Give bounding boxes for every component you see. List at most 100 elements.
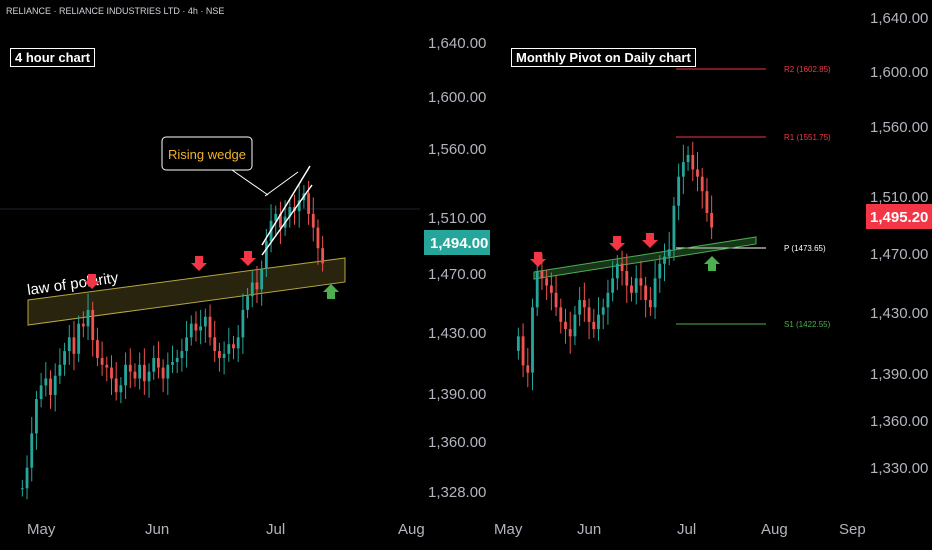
candle-body <box>128 364 132 372</box>
price-axis-label: 1,360.00 <box>428 434 486 451</box>
candle-body <box>578 300 582 315</box>
candle-body <box>663 256 666 264</box>
candle-body <box>634 278 638 293</box>
candle-body <box>175 357 179 363</box>
time-axis-label: Jun <box>577 521 601 538</box>
rising-wedge-label: Rising wedge <box>168 147 246 162</box>
candle-body <box>58 364 62 376</box>
polarity-zone[interactable] <box>27 257 346 326</box>
candle-body <box>81 323 85 327</box>
down-arrow-icon <box>240 251 256 266</box>
candle-body <box>67 337 71 352</box>
last-price-tag <box>424 230 490 255</box>
candle-body <box>142 364 146 382</box>
candle-body <box>232 344 235 349</box>
candle-body <box>691 154 695 170</box>
time-axis-label: Jul <box>677 521 696 538</box>
candle-body <box>49 378 52 395</box>
wedge-inner-line <box>264 171 299 197</box>
candle-body <box>241 309 245 338</box>
candle-body <box>152 357 156 372</box>
candle-body <box>161 367 165 379</box>
candle-body <box>274 213 278 221</box>
down-arrow-icon <box>609 236 625 251</box>
candle-body <box>227 344 231 354</box>
down-arrow-icon <box>642 233 658 248</box>
candle-body <box>133 371 137 379</box>
candle-body <box>681 162 685 177</box>
price-axis-label: 1,640.00 <box>428 35 486 52</box>
candle-body <box>189 323 193 338</box>
candle-body <box>166 364 170 379</box>
candle-body <box>672 205 676 250</box>
candle-body <box>63 351 66 365</box>
candle-body <box>208 316 212 338</box>
time-axis-label: May <box>494 521 523 538</box>
candle-body <box>516 336 520 351</box>
candle-body <box>639 278 643 286</box>
time-axis-label: Sep <box>839 521 866 538</box>
time-axis-label: May <box>27 521 56 538</box>
candle-body <box>592 321 596 330</box>
candle-body <box>236 337 240 349</box>
candle-body <box>582 300 586 308</box>
price-axis-label: 1,640.00 <box>870 10 928 27</box>
candle-body <box>25 467 29 489</box>
candle-body <box>667 249 671 257</box>
candle-body <box>86 309 90 327</box>
left-chart-title: 4 hour chart <box>10 48 96 67</box>
candle-body <box>625 271 629 286</box>
right-chart-canvas[interactable]: R2 (1602.85) R1 (1551.75) P (1473.65) S1 (1… <box>494 0 932 550</box>
callout-pointer <box>231 169 269 196</box>
candle-body <box>96 340 99 358</box>
candle-body <box>535 271 539 308</box>
candle-body <box>696 169 699 177</box>
candle-body <box>100 357 104 365</box>
right-chart-title: Monthly Pivot on Daily chart <box>511 48 696 67</box>
candle-body <box>321 248 325 264</box>
candle-body <box>279 213 282 228</box>
wedge-lower-line <box>261 184 313 256</box>
candle-body <box>601 307 605 315</box>
candle-body <box>260 268 264 290</box>
candle-body <box>147 371 151 382</box>
price-axis-label: 1,510.00 <box>428 210 486 227</box>
candle-body <box>222 353 226 358</box>
support-channel <box>533 236 757 280</box>
candle-body <box>554 292 558 308</box>
wedge-upper-line[interactable] <box>261 165 311 246</box>
time-axis-label: Jul <box>266 521 285 538</box>
candle-body <box>138 364 142 379</box>
candle-body <box>30 433 34 468</box>
price-axis-label: 1,510.00 <box>870 189 928 206</box>
candle-body <box>620 263 624 272</box>
candle-body <box>20 488 24 490</box>
up-arrow-icon <box>704 256 720 271</box>
candle-body <box>531 307 534 373</box>
pivot-label: R1 (1551.75) <box>784 133 831 142</box>
candle-body <box>648 300 652 308</box>
price-axis-label: 1,560.00 <box>870 119 928 136</box>
candle-body <box>653 278 657 308</box>
price-axis-label: 1,560.00 <box>428 141 486 158</box>
time-axis-label: Jun <box>145 521 169 538</box>
candle-body <box>91 309 95 341</box>
price-axis-label: 1,470.00 <box>870 246 928 263</box>
pivot-label: P (1473.65) <box>784 244 826 253</box>
candle-body <box>114 378 118 393</box>
price-axis-label: 1,330.00 <box>870 460 928 477</box>
candle-body <box>171 362 174 365</box>
candle-body <box>124 364 127 386</box>
candle-body <box>39 385 43 400</box>
time-axis-label: Aug <box>398 521 425 538</box>
symbol-header: RELIANCE · RELIANCE INDUSTRIES LTD · 4h … <box>6 6 225 16</box>
candle-body <box>53 375 57 395</box>
candle-body <box>564 321 567 330</box>
left-chart-panel[interactable]: Rising wedge law of polarity 1,640.00 1,600… <box>0 0 494 550</box>
time-axis-label: Aug <box>761 521 788 538</box>
right-chart-panel[interactable]: R2 (1602.85) R1 (1551.75) P (1473.65) S1 (1… <box>494 0 932 550</box>
candle-body <box>297 200 301 212</box>
last-price-tag <box>866 204 932 229</box>
candle-body <box>521 336 525 366</box>
